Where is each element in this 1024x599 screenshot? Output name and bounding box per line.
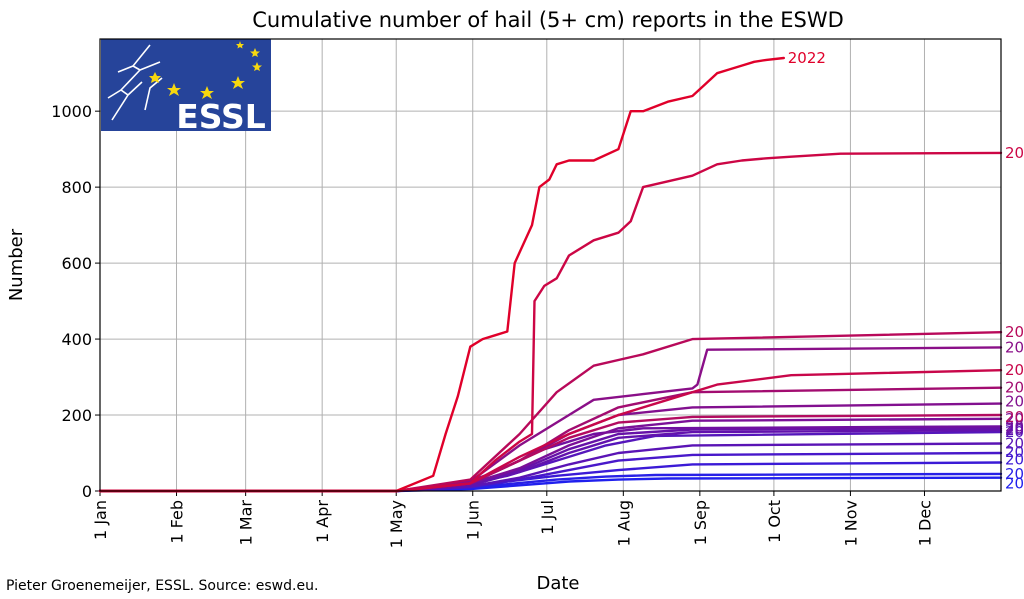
- y-tick-label: 800: [61, 178, 92, 197]
- source-credit: Pieter Groenemeijer, ESSL. Source: eswd.…: [6, 578, 318, 594]
- series-label-2005: 2005: [1005, 475, 1024, 493]
- series-label-2010: 2010: [1005, 435, 1024, 453]
- series-label-2009: 2009: [1005, 423, 1024, 441]
- series-line-2019: [98, 331, 1003, 493]
- lightning-icon: [107, 44, 163, 121]
- x-tick-label: 1 May: [387, 500, 406, 548]
- series-line-2008: [98, 451, 1003, 493]
- x-tick-label: 1 Jun: [464, 500, 483, 540]
- x-tick-label: 1 Jul: [538, 500, 557, 535]
- plot-frame: [99, 38, 1002, 492]
- x-tick-label: 1 Sep: [691, 500, 710, 545]
- chart-title: Cumulative number of hail (5+ cm) report…: [252, 8, 844, 32]
- series-label-2016: 2016: [1005, 338, 1024, 356]
- series-label-2008: 2008: [1005, 443, 1024, 461]
- x-tick-label: 1 Feb: [168, 500, 187, 544]
- series-labels: 2005200620072008 200920102011201220132014…: [788, 49, 1024, 493]
- essl-logo: ESSL: [101, 39, 271, 136]
- series-label-2021: 2021: [1005, 144, 1024, 162]
- x-axis-label: Date: [536, 573, 579, 594]
- x-tick-label: 1 Apr: [313, 500, 332, 543]
- series-label-2007: 2007: [1005, 451, 1024, 469]
- series-label-2019: 2019: [1005, 323, 1024, 341]
- x-tick-label: 1 Nov: [841, 500, 860, 547]
- series-label-2017: 2017: [1005, 379, 1024, 397]
- logo-text: ESSL: [176, 97, 266, 136]
- series-label-2012: 2012: [1005, 419, 1024, 437]
- series-label-2011: 2011: [1005, 421, 1024, 439]
- y-tick-label: 200: [61, 406, 92, 425]
- series-line-2007: [98, 461, 1003, 493]
- x-tick-label: 1 Dec: [915, 500, 934, 546]
- y-tick-label: 0: [82, 482, 92, 501]
- y-tick-label: 1000: [51, 102, 92, 121]
- series-label-2014: 2014: [1005, 410, 1024, 428]
- axis-ticks: 0 200 400 600 800 1000 1 Jan 1 Feb 1 Mar 1 Apr 1 M…: [51, 102, 934, 548]
- star-icons: [149, 41, 262, 99]
- y-axis-label: Number: [6, 228, 27, 301]
- y-tick-label: 400: [61, 330, 92, 349]
- x-tick-label: 1 Oct: [765, 500, 784, 543]
- series-label-2022: 2022: [788, 49, 826, 67]
- series-label-2013: 2013: [1005, 417, 1024, 435]
- series-line-2016: [98, 346, 1003, 493]
- series-label-2015: 2015: [1005, 393, 1024, 411]
- x-tick-label: 1 Jan: [91, 500, 110, 540]
- logo-background: [101, 39, 271, 131]
- x-tick-label: 1 Mar: [237, 500, 256, 546]
- x-tick-label: 1 Aug: [614, 500, 633, 547]
- series-line-2021: [98, 151, 1003, 493]
- y-tick-label: 600: [61, 254, 92, 273]
- series-label-2006: 2006: [1005, 465, 1024, 483]
- series-line-2022: [98, 56, 785, 493]
- series-label-2018: 2018: [1005, 408, 1024, 426]
